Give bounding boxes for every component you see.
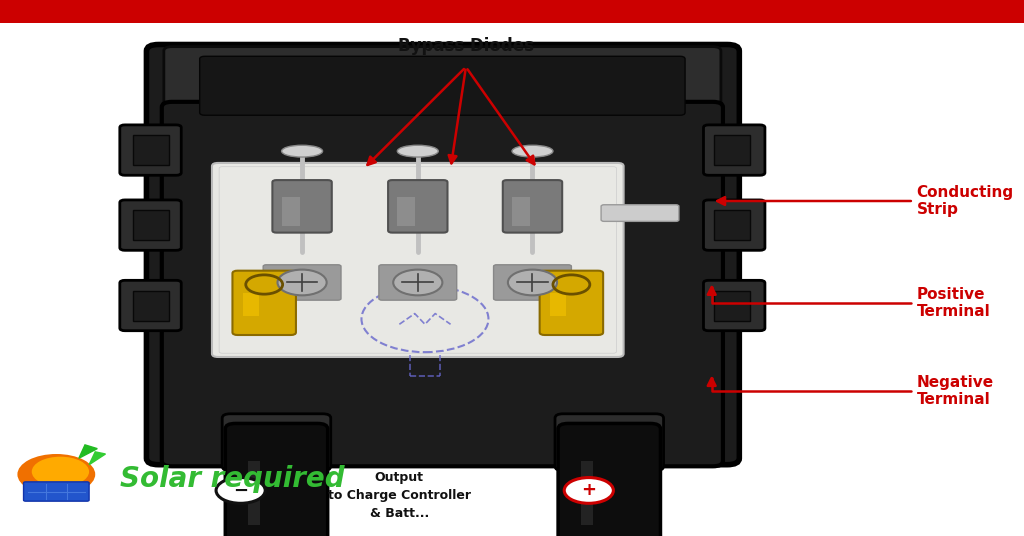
- FancyBboxPatch shape: [555, 414, 664, 471]
- Ellipse shape: [397, 145, 438, 157]
- FancyBboxPatch shape: [212, 163, 624, 357]
- Ellipse shape: [512, 145, 553, 157]
- Text: Negative
Terminal: Negative Terminal: [708, 375, 993, 407]
- Text: −: −: [233, 481, 248, 500]
- FancyBboxPatch shape: [703, 200, 765, 250]
- Bar: [550, 293, 566, 316]
- FancyBboxPatch shape: [164, 47, 721, 122]
- Text: Conducting
Strip: Conducting Strip: [717, 185, 1014, 217]
- Circle shape: [564, 478, 613, 503]
- Circle shape: [17, 454, 95, 495]
- FancyBboxPatch shape: [120, 280, 181, 331]
- Bar: [133, 135, 169, 165]
- FancyBboxPatch shape: [388, 180, 447, 233]
- FancyBboxPatch shape: [232, 271, 296, 335]
- Bar: [714, 135, 750, 165]
- FancyBboxPatch shape: [120, 200, 181, 250]
- Text: +: +: [582, 481, 596, 500]
- Polygon shape: [89, 452, 105, 465]
- Bar: [282, 197, 299, 226]
- Text: Output
to Charge Controller
& Batt...: Output to Charge Controller & Batt...: [328, 471, 471, 520]
- Bar: [512, 197, 530, 226]
- Circle shape: [278, 270, 327, 295]
- Bar: [248, 461, 260, 525]
- Bar: [397, 197, 416, 226]
- FancyBboxPatch shape: [162, 102, 723, 466]
- Bar: [581, 461, 593, 525]
- FancyBboxPatch shape: [540, 271, 603, 335]
- FancyBboxPatch shape: [703, 125, 765, 175]
- FancyBboxPatch shape: [558, 423, 660, 536]
- FancyBboxPatch shape: [379, 265, 457, 300]
- Ellipse shape: [282, 145, 323, 157]
- Bar: [243, 293, 259, 316]
- Circle shape: [508, 270, 557, 295]
- Bar: [0, 0, 1024, 23]
- Circle shape: [32, 457, 89, 487]
- FancyBboxPatch shape: [24, 482, 89, 501]
- FancyBboxPatch shape: [601, 205, 679, 221]
- Bar: [133, 291, 169, 321]
- FancyBboxPatch shape: [120, 125, 181, 175]
- FancyBboxPatch shape: [222, 414, 331, 471]
- FancyBboxPatch shape: [225, 423, 328, 536]
- Text: Positive
Terminal: Positive Terminal: [708, 287, 990, 319]
- Bar: [714, 291, 750, 321]
- FancyBboxPatch shape: [263, 265, 341, 300]
- FancyBboxPatch shape: [272, 180, 332, 233]
- Polygon shape: [79, 445, 97, 458]
- FancyBboxPatch shape: [200, 56, 685, 115]
- FancyBboxPatch shape: [494, 265, 571, 300]
- Bar: [133, 210, 169, 240]
- FancyBboxPatch shape: [146, 44, 739, 465]
- Bar: [714, 210, 750, 240]
- Text: Bypass Diodes: Bypass Diodes: [398, 36, 534, 55]
- FancyBboxPatch shape: [503, 180, 562, 233]
- FancyBboxPatch shape: [703, 280, 765, 331]
- Circle shape: [216, 478, 265, 503]
- Text: Solar required: Solar required: [120, 465, 344, 493]
- Circle shape: [393, 270, 442, 295]
